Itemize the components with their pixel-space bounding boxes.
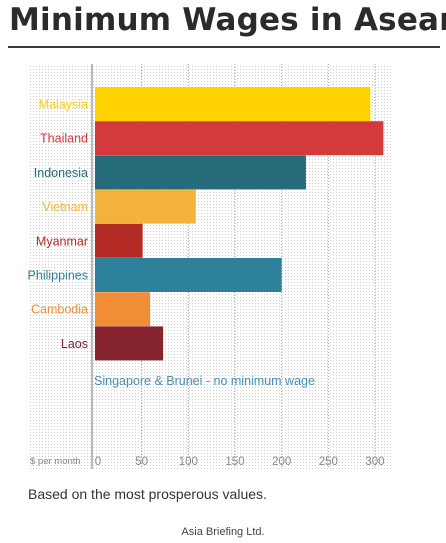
bar-laos xyxy=(95,326,164,361)
bar-malaysia xyxy=(95,87,371,121)
x-tick-label: 0 xyxy=(95,456,101,468)
x-tick-label: 200 xyxy=(272,456,291,468)
category-label-philippines: Philippines xyxy=(28,269,88,283)
x-tick-label: 150 xyxy=(225,456,244,468)
category-label-cambodia: Cambodia xyxy=(31,303,88,317)
category-label-laos: Laos xyxy=(61,337,88,351)
bar-chart: Malaysia Thailand Indonesia Vietnam Myanmar P… xyxy=(28,64,392,469)
x-tick-label: 100 xyxy=(179,456,198,468)
bar-vietnam xyxy=(95,189,196,224)
category-label-myanmar: Myanmar xyxy=(36,234,88,248)
category-label-indonesia: Indonesia xyxy=(34,166,88,180)
title-divider xyxy=(8,46,440,48)
no-minimum-wage-annotation: Singapore & Brunei - no minimum wage xyxy=(94,374,315,388)
x-tick-label: 50 xyxy=(135,456,148,468)
category-label-malaysia: Malaysia xyxy=(39,98,88,112)
x-tick-label: 250 xyxy=(319,456,338,468)
bar-myanmar xyxy=(95,223,143,258)
category-label-vietnam: Vietnam xyxy=(42,200,88,214)
bar-philippines xyxy=(95,258,282,292)
bar-thailand xyxy=(95,121,384,156)
x-tick-label: 300 xyxy=(365,456,384,468)
bar-indonesia xyxy=(95,155,306,190)
category-label-thailand: Thailand xyxy=(40,132,88,146)
bar-cambodia xyxy=(95,292,151,327)
footnote: Based on the most prosperous values. xyxy=(28,486,267,502)
page-title: Minimum Wages in Asean xyxy=(9,2,446,38)
x-axis-label: $ per month xyxy=(30,456,81,467)
source-credit: Asia Briefing Ltd. xyxy=(181,526,265,538)
